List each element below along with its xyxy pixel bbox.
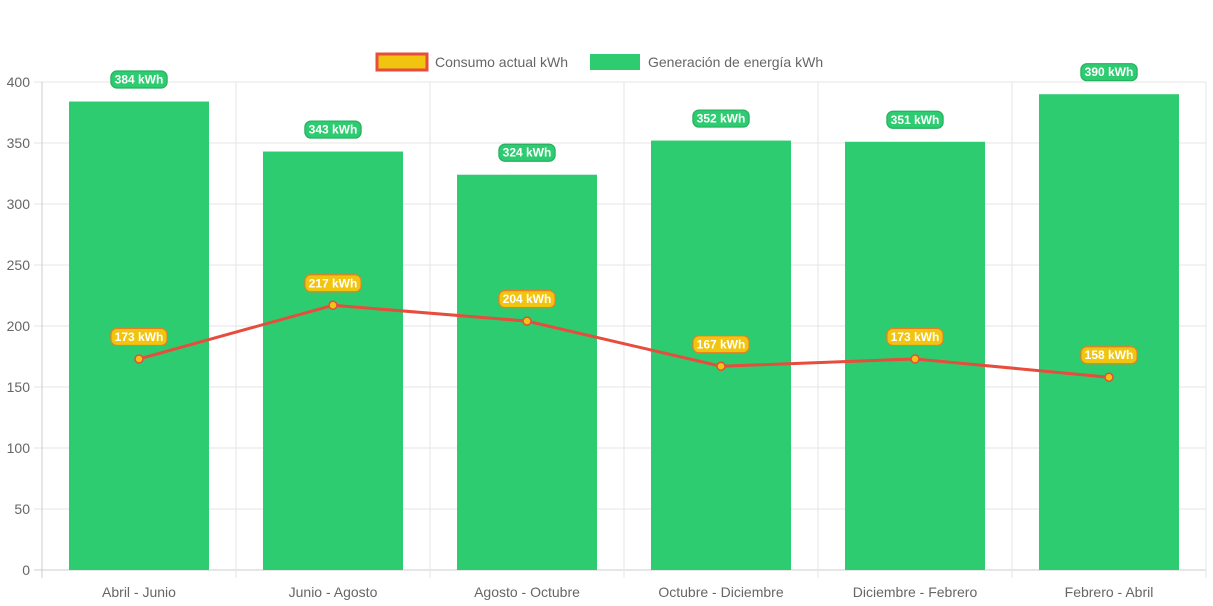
legend-item-consumo[interactable]: Consumo actual kWh: [375, 52, 568, 72]
x-tick-label: Octubre - Diciembre: [658, 584, 783, 600]
data-label-box: [304, 120, 362, 139]
data-label: 167 kWh: [692, 335, 750, 354]
data-label: 217 kWh: [304, 274, 362, 293]
x-axis: Abril - Junio Junio - Agosto Agosto - Octu…: [102, 584, 1153, 600]
data-label-text: 384 kWh: [115, 73, 164, 87]
data-label: 343 kWh: [304, 120, 362, 139]
data-label-box: [692, 335, 750, 354]
data-label-box: [692, 109, 750, 128]
series-line: [138, 303, 1110, 379]
line-series: [134, 300, 1114, 382]
data-label-box: [1080, 346, 1138, 365]
data-labels: 384 kWh 343 kWh 324 kWh 352 kWh 351 kWh 390 k…: [110, 63, 1138, 365]
line-point[interactable]: [134, 354, 144, 364]
data-label-text: 173 kWh: [115, 330, 164, 344]
y-tick-label: 50: [14, 501, 30, 517]
x-tick-label: Diciembre - Febrero: [853, 584, 978, 600]
legend-swatch: [590, 54, 640, 70]
bar[interactable]: [457, 174, 597, 570]
line-point[interactable]: [522, 316, 532, 326]
data-label-text: 167 kWh: [697, 337, 746, 351]
data-label-text: 343 kWh: [309, 123, 358, 137]
data-label-text: 217 kWh: [309, 276, 358, 290]
data-label: 390 kWh: [1080, 63, 1138, 82]
data-label: 204 kWh: [498, 290, 556, 309]
data-label-box: [886, 110, 944, 129]
data-label-text: 352 kWh: [697, 112, 746, 126]
y-tick-label: 0: [22, 562, 30, 578]
y-tick-label: 150: [7, 379, 31, 395]
data-label: 173 kWh: [886, 327, 944, 347]
line-point[interactable]: [716, 361, 726, 372]
data-label: 324 kWh: [498, 143, 556, 162]
grid-layer: [34, 81, 1207, 578]
x-tick-label: Junio - Agosto: [289, 584, 378, 600]
x-tick-label: Abril - Junio: [102, 584, 176, 600]
data-label: 351 kWh: [886, 110, 944, 129]
data-label-box: [886, 327, 944, 347]
y-tick-label: 400: [7, 74, 31, 90]
legend-label: Generación de energía kWh: [648, 54, 823, 70]
line-point[interactable]: [910, 354, 920, 364]
line-point[interactable]: [328, 300, 338, 311]
bar[interactable]: [263, 151, 403, 571]
y-axis: 0 50 100 150 200 250 300 350 400: [7, 74, 31, 578]
line-point[interactable]: [1104, 372, 1114, 382]
legend-label: Consumo actual kWh: [435, 54, 568, 70]
data-label-text: 351 kWh: [891, 113, 940, 127]
y-tick-label: 350: [7, 135, 31, 151]
legend-item-generacion[interactable]: Generación de energía kWh: [590, 54, 823, 70]
y-tick-label: 100: [7, 440, 31, 456]
data-label: 352 kWh: [692, 109, 750, 128]
legend-swatch: [375, 52, 429, 72]
data-label-text: 158 kWh: [1085, 348, 1134, 362]
data-label-box: [498, 290, 556, 309]
data-label: 158 kWh: [1080, 346, 1138, 365]
legend: Consumo actual kWh Generación de energía …: [375, 52, 823, 72]
data-label-box: [110, 327, 168, 347]
bar[interactable]: [1039, 94, 1179, 570]
data-label: 173 kWh: [110, 327, 168, 347]
x-tick-label: Agosto - Octubre: [474, 584, 580, 600]
y-tick-label: 300: [7, 196, 31, 212]
data-label-text: 204 kWh: [503, 292, 552, 306]
data-label-box: [304, 274, 362, 293]
data-label-box: [498, 143, 556, 162]
x-tick-label: Febrero - Abril: [1065, 584, 1154, 600]
data-label-text: 324 kWh: [503, 146, 552, 160]
data-label-box: [110, 70, 168, 89]
y-tick-label: 200: [7, 318, 31, 334]
y-tick-label: 250: [7, 257, 31, 273]
data-label-text: 390 kWh: [1085, 65, 1134, 79]
data-label-box: [1080, 63, 1138, 82]
data-label-text: 173 kWh: [891, 330, 940, 344]
data-label: 384 kWh: [110, 70, 168, 89]
